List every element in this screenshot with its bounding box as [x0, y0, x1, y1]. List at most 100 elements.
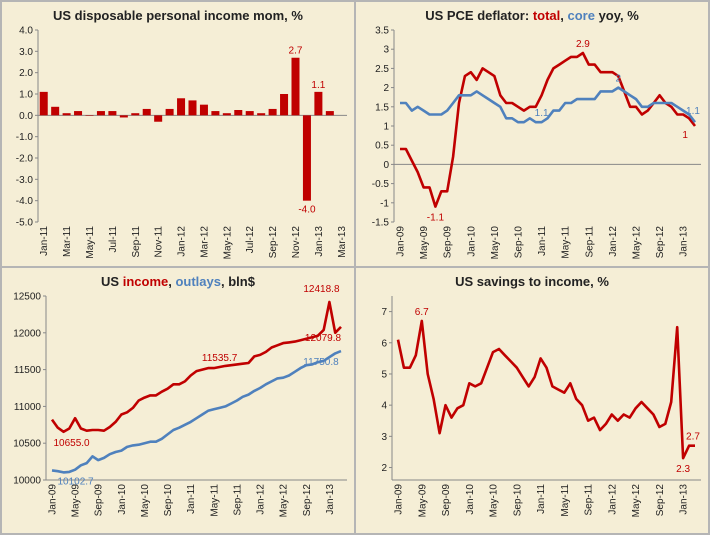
- x-tick-label: May-09: [71, 484, 82, 518]
- bar: [96, 111, 105, 116]
- bar: [257, 113, 266, 116]
- y-tick-label: 1.0: [19, 90, 33, 101]
- y-tick-label: 6: [381, 338, 387, 349]
- y-tick-label: 0.5: [375, 141, 389, 152]
- data-label: 2.7: [289, 46, 303, 57]
- title-part: ,: [168, 274, 176, 289]
- y-tick-label: -2.0: [16, 154, 34, 165]
- chart-title: US disposable personal income mom, %: [53, 8, 303, 23]
- y-tick-label: 0: [383, 160, 389, 171]
- chart-area: -1.5 -1 -0.5 0 0.5 1 1.5 2 2.5 3 3.5 Jan-09 May-09 Se…: [372, 26, 701, 260]
- x-tick-label: Sep-09: [94, 484, 105, 517]
- x-tick-label: Jan-09: [48, 484, 59, 515]
- x-tick-label: Sep-10: [512, 484, 523, 517]
- data-label: 11750.8: [303, 357, 339, 368]
- y-tick-label: -1.0: [16, 132, 34, 143]
- bar: [314, 91, 323, 116]
- data-label: 2.9: [576, 39, 590, 50]
- y-tick-label: 12500: [13, 292, 41, 303]
- x-tick-label: Sep-09: [441, 484, 452, 517]
- x-tick-label: Jul-12: [245, 226, 256, 254]
- data-label: 11535.7: [202, 353, 238, 364]
- bar: [268, 108, 277, 116]
- x-tick-label: May-11: [209, 484, 220, 517]
- data-label: 2: [616, 74, 622, 85]
- title-part: ,: [560, 8, 568, 23]
- data-label: -1.1: [427, 213, 445, 224]
- series-line: [51, 349, 342, 474]
- y-tick-label: 12000: [13, 328, 41, 339]
- y-tick-label: 7: [381, 307, 387, 318]
- bar: [108, 111, 117, 116]
- data-label: 2.7: [686, 432, 700, 443]
- x-tick-label: May-09: [419, 226, 430, 260]
- y-tick-label: 2: [381, 463, 387, 474]
- x-tick-label: Jan-13: [679, 226, 690, 257]
- x-tick-label: May-09: [417, 484, 428, 518]
- bar: [62, 113, 71, 116]
- x-tick-label: Jan-11: [536, 484, 547, 514]
- x-tick-label: Sep-12: [655, 484, 666, 517]
- data-label: 1.1: [311, 80, 325, 91]
- bar: [211, 111, 220, 116]
- x-tick-label: Sep-11: [131, 226, 142, 258]
- bar: [51, 106, 60, 116]
- x-tick-label: Jan-12: [608, 226, 619, 257]
- title-part: US PCE deflator:: [425, 8, 533, 23]
- y-tick-label: -4.0: [16, 196, 34, 207]
- x-tick-label: Mar-11: [62, 226, 73, 257]
- x-tick-label: May-12: [222, 226, 233, 260]
- panel-savings: US savings to income, % 2 3 4 5 6 7 Jan-09 May-…: [356, 268, 708, 533]
- panel-pce-deflator: US PCE deflator: total, core yoy, % -1.5…: [356, 2, 708, 266]
- chart-title: US savings to income, %: [455, 274, 609, 289]
- y-tick-label: -5.0: [16, 218, 34, 229]
- x-tick-label: Jan-10: [465, 484, 476, 515]
- y-tick-label: 10000: [13, 476, 41, 487]
- title-part-income: income: [122, 274, 169, 289]
- series-line: [400, 86, 697, 124]
- bar: [245, 111, 254, 116]
- y-tick-label: 3.0: [19, 47, 33, 58]
- data-label: 10102.7: [57, 476, 94, 487]
- data-label: -4.0: [298, 205, 316, 216]
- x-tick-label: Mar-12: [199, 226, 210, 258]
- y-tick-label: -1: [380, 198, 389, 209]
- bar: [85, 115, 94, 116]
- x-tick-label: May-11: [561, 226, 572, 259]
- bar: [325, 111, 334, 116]
- bar: [142, 108, 151, 116]
- bar: [74, 111, 83, 116]
- bar: [302, 115, 311, 201]
- y-tick-label: 11000: [14, 402, 42, 413]
- panel-income-outlays: US income, outlays, bln$ 10000 10500 11000…: [2, 268, 354, 533]
- x-tick-label: Sep-12: [655, 226, 666, 259]
- bar: [165, 108, 174, 116]
- data-label: 10655.0: [53, 438, 90, 449]
- data-label: 12418.8: [303, 284, 340, 295]
- chart-area: 10000 10500 11000 11500 12000 12500 Jan-09 May-…: [13, 284, 347, 518]
- x-tick-label: Sep-11: [584, 226, 595, 258]
- x-tick-label: Jan-11: [39, 226, 50, 256]
- data-label: 1.1: [535, 108, 549, 119]
- y-tick-label: 1.5: [375, 102, 389, 113]
- x-tick-label: May-12: [632, 226, 643, 260]
- x-tick-label: Jan-09: [396, 226, 407, 257]
- data-label: 1.1: [686, 106, 700, 117]
- data-label: 6.7: [415, 307, 429, 318]
- y-tick-label: -0.5: [372, 179, 390, 190]
- x-tick-label: Sep-10: [163, 484, 174, 517]
- x-tick-label: Sep-12: [302, 484, 313, 517]
- y-tick-label: 2: [383, 83, 389, 94]
- series-line: [396, 319, 695, 460]
- title-part: , bln$: [220, 274, 255, 289]
- y-tick-label: 3: [381, 432, 387, 443]
- panel-income-mom: US disposable personal income mom, % -5.…: [2, 2, 354, 266]
- bar: [234, 110, 243, 116]
- bar: [131, 113, 140, 116]
- series-line: [400, 51, 697, 208]
- x-tick-label: Jan-11: [186, 484, 197, 514]
- y-tick-label: 4: [381, 401, 387, 412]
- y-tick-label: 5: [381, 369, 387, 380]
- x-tick-label: May-12: [631, 484, 642, 518]
- y-tick-label: 3: [383, 45, 389, 56]
